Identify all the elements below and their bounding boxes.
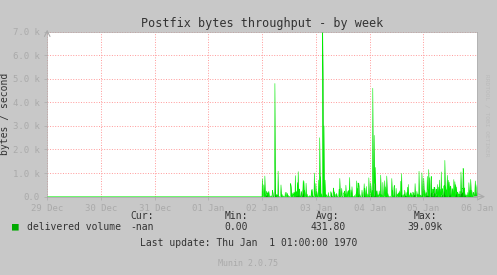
Y-axis label: bytes / second: bytes / second	[0, 73, 10, 155]
Text: delivered volume: delivered volume	[27, 222, 121, 232]
Text: -nan: -nan	[130, 222, 154, 232]
Text: Max:: Max:	[413, 211, 437, 221]
Text: Last update: Thu Jan  1 01:00:00 1970: Last update: Thu Jan 1 01:00:00 1970	[140, 238, 357, 248]
Text: RRDTOOL / TOBI OETIKER: RRDTOOL / TOBI OETIKER	[485, 74, 490, 157]
Text: Avg:: Avg:	[316, 211, 340, 221]
Text: Min:: Min:	[224, 211, 248, 221]
Text: ■: ■	[12, 222, 19, 232]
Text: Munin 2.0.75: Munin 2.0.75	[219, 260, 278, 268]
Text: 39.09k: 39.09k	[408, 222, 442, 232]
Text: Cur:: Cur:	[130, 211, 154, 221]
Title: Postfix bytes throughput - by week: Postfix bytes throughput - by week	[141, 17, 383, 31]
Text: 0.00: 0.00	[224, 222, 248, 232]
Text: 431.80: 431.80	[311, 222, 345, 232]
